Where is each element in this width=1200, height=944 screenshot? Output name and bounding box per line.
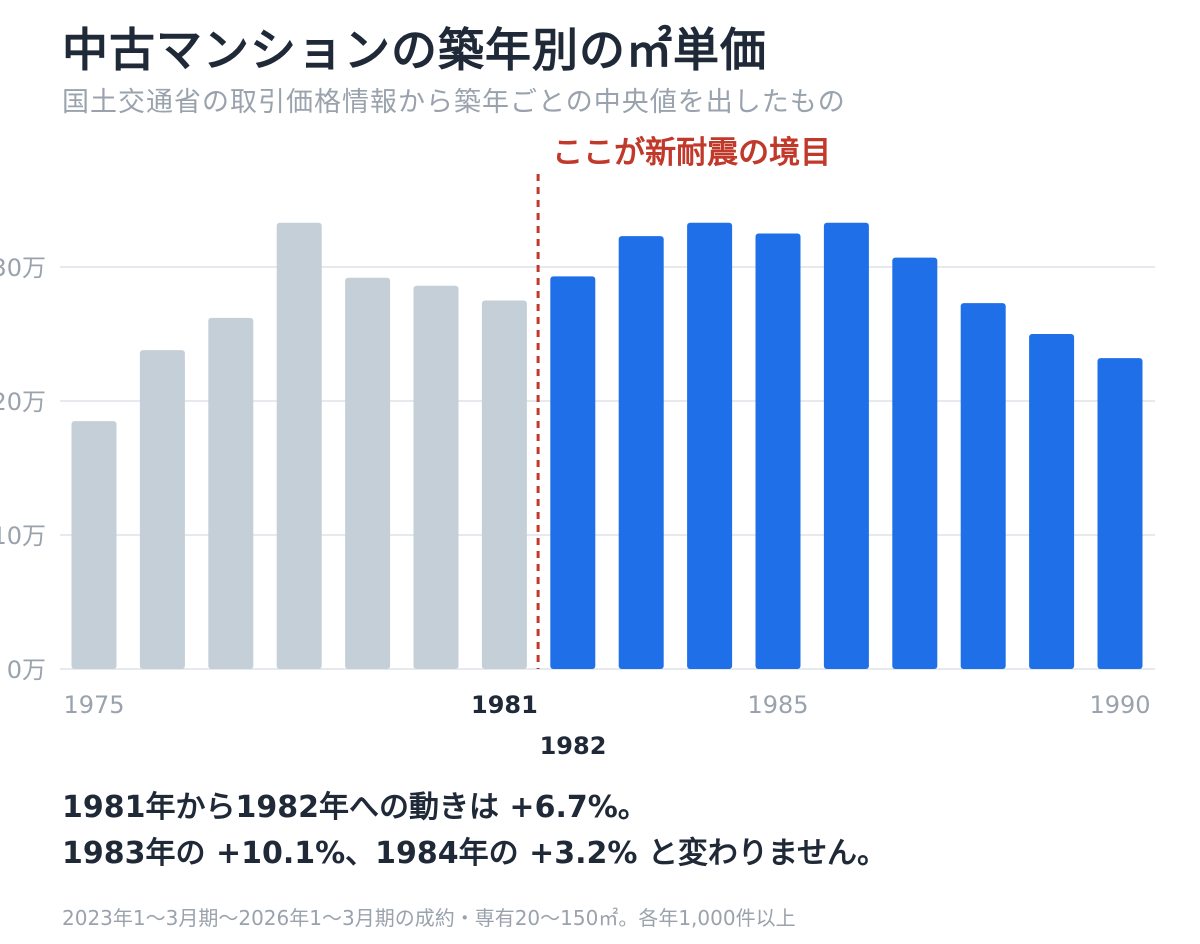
bar-1975 xyxy=(71,421,117,669)
bar-1985 xyxy=(755,233,801,669)
bar-1984 xyxy=(687,222,733,669)
bar-1986 xyxy=(823,222,869,669)
summary-line-2: 1983年の +10.1%、1984年の +3.2% と変わりません。 xyxy=(62,836,887,871)
x-tick-label-1981: 1981 xyxy=(471,691,538,719)
bar-1982 xyxy=(550,276,596,669)
x-tick-label-1975: 1975 xyxy=(63,691,124,719)
bar-1990 xyxy=(1097,358,1143,669)
x-tick-label-1990: 1990 xyxy=(1089,691,1150,719)
y-tick-label: 0万 xyxy=(7,656,46,684)
footnote: 2023年1〜3月期〜2026年1〜3月期の成約・専有20〜150㎡。各年1,0… xyxy=(62,906,796,930)
bar-1977 xyxy=(208,317,254,669)
y-tick-label: 30万 xyxy=(0,254,46,282)
chart-subtitle: 国土交通省の取引価格情報から築年ごとの中央値を出したもの xyxy=(62,87,846,118)
bar-1983 xyxy=(618,236,664,669)
summary-line-1: 1981年から1982年への動きは +6.7%。 xyxy=(62,790,648,825)
divider: ここが新耐震の境目 xyxy=(536,135,831,669)
bar-1979 xyxy=(345,277,391,669)
bar-1976 xyxy=(139,350,185,669)
x-tick-label-1982: 1982 xyxy=(540,732,607,760)
bars xyxy=(71,222,1143,669)
bar-1980 xyxy=(413,285,459,669)
x-tick-label-1985: 1985 xyxy=(747,691,808,719)
bar-1981 xyxy=(481,300,527,669)
summary-text: 1981年から1982年への動きは +6.7%。 1983年の +10.1%、1… xyxy=(62,785,887,877)
divider-label: ここが新耐震の境目 xyxy=(552,135,831,171)
y-axis-ticks: 0万 10万 20万 30万 xyxy=(0,254,46,684)
y-tick-label: 10万 xyxy=(0,522,46,550)
y-tick-label: 20万 xyxy=(0,388,46,416)
bar-1988 xyxy=(960,303,1006,669)
bar-1978 xyxy=(276,222,322,669)
chart-title: 中古マンションの築年別の㎡単価 xyxy=(62,23,767,77)
bar-1989 xyxy=(1029,334,1075,669)
bar-1987 xyxy=(892,257,938,669)
